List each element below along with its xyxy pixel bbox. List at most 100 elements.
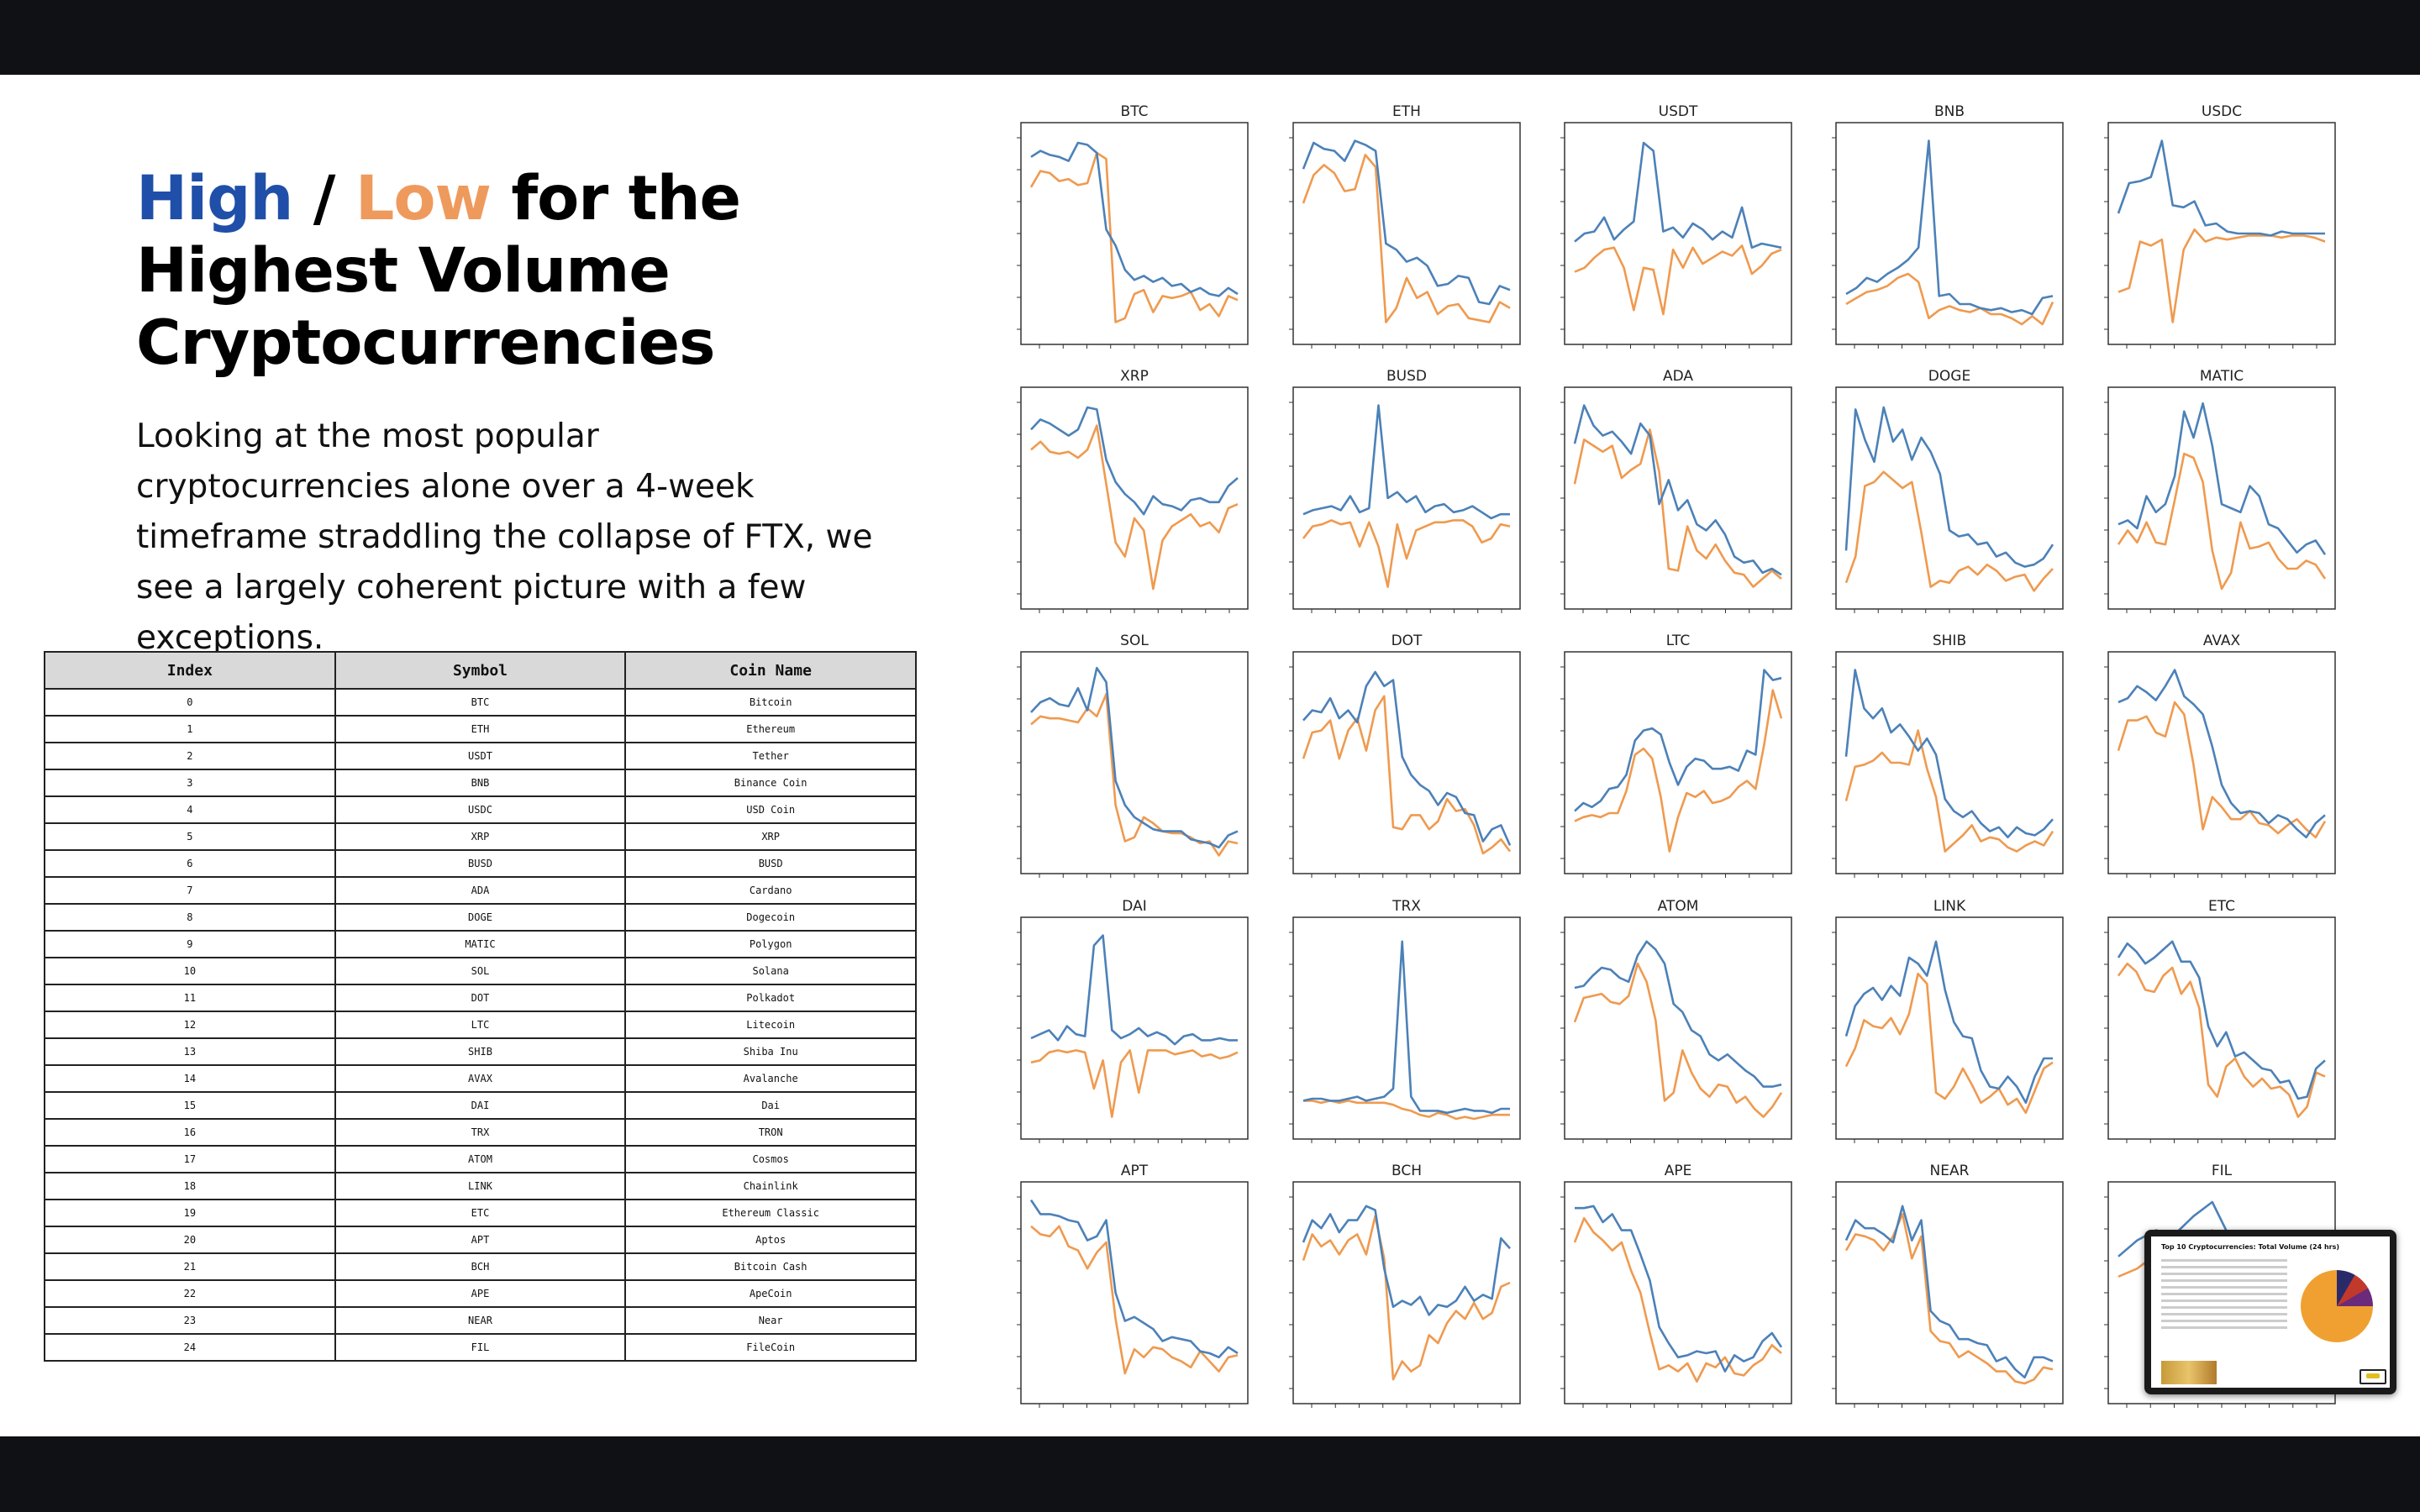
panel-frame <box>2107 651 2336 874</box>
cell-index: 8 <box>44 903 336 932</box>
chart-panel-apt: APT <box>1017 1163 1249 1408</box>
cell-index: 7 <box>44 876 336 905</box>
cell-index: 5 <box>44 822 336 851</box>
series-line-high <box>1844 406 2054 568</box>
top-bar <box>0 0 2420 75</box>
cell-index: 24 <box>44 1333 336 1362</box>
description-text: Looking at the most popular cryptocurren… <box>136 417 873 657</box>
cell-index: 22 <box>44 1279 336 1308</box>
cell-coin-name: Bitcoin <box>624 688 917 717</box>
panel-title: NEAR <box>1930 1163 1970 1179</box>
cell-coin-name: BUSD <box>624 849 917 878</box>
cell-symbol: DOT <box>334 984 627 1012</box>
table-row: 21 BCH Bitcoin Cash <box>44 1252 917 1281</box>
chart-panel-dai: DAI <box>1017 898 1249 1143</box>
panel-frame <box>1292 386 1521 610</box>
thumbnail-title: Top 10 Cryptocurrencies: Total Volume (2… <box>2161 1243 2340 1251</box>
chart-panel-usdc: USDC <box>2104 103 2336 349</box>
cell-symbol: FIL <box>334 1333 627 1362</box>
panel-title: USDT <box>1659 103 1698 120</box>
cell-index: 17 <box>44 1145 336 1173</box>
series-line-low <box>1844 470 2054 592</box>
series-line-high <box>1574 669 1782 812</box>
table-row: 11 DOT Polkadot <box>44 984 917 1012</box>
cell-coin-name: Chainlink <box>624 1172 917 1200</box>
title-high-word: High <box>136 163 293 234</box>
cell-coin-name: Tether <box>624 742 917 770</box>
series-line-low <box>1573 1216 1782 1383</box>
chart-panel-usdt: USDT <box>1560 103 1792 349</box>
cell-symbol: BUSD <box>334 849 627 878</box>
cell-coin-name: Near <box>624 1306 917 1335</box>
cell-index: 2 <box>44 742 336 770</box>
series-line-low <box>1030 424 1239 591</box>
panel-title: SOL <box>1120 633 1149 649</box>
chart-panel-doge: DOGE <box>1832 368 2064 613</box>
panel-frame <box>1020 916 1249 1140</box>
cell-coin-name: FileCoin <box>624 1333 917 1362</box>
table-row: 23 NEAR Near <box>44 1306 917 1335</box>
cell-symbol: LINK <box>334 1172 627 1200</box>
panel-title: APT <box>1121 1163 1149 1179</box>
table-row: 9 MATIC Polygon <box>44 930 917 958</box>
cell-coin-name: Avalanche <box>624 1064 917 1093</box>
series-line-low <box>1302 695 1512 855</box>
coin-table: Index Symbol Coin Name 0 BTC Bitcoin 1 ETH Et… <box>44 651 917 1362</box>
cell-index: 11 <box>44 984 336 1012</box>
thumbnail-table <box>2161 1255 2287 1356</box>
panel-title: BUSD <box>1386 368 1427 385</box>
cell-coin-name: Polkadot <box>624 984 917 1012</box>
table-body: 0 BTC Bitcoin 1 ETH Ethereum 2 USDT Tether 3 BNB Bi… <box>44 688 917 1362</box>
series-line-high <box>1573 404 1782 576</box>
cell-coin-name: USD Coin <box>624 795 917 824</box>
series-line-low <box>2117 701 2327 839</box>
cell-symbol: USDT <box>334 742 627 770</box>
cell-index: 9 <box>44 930 336 958</box>
cell-index: 0 <box>44 688 336 717</box>
series-line-low <box>1302 154 1511 323</box>
header-symbol: Symbol <box>334 651 627 690</box>
cell-coin-name: TRON <box>624 1118 917 1147</box>
cell-coin-name: Dogecoin <box>624 903 917 932</box>
cell-symbol: BNB <box>334 769 627 797</box>
table-row: 8 DOGE Dogecoin <box>44 903 917 932</box>
panel-title: DOT <box>1392 633 1423 649</box>
series-line-low <box>1844 729 2054 853</box>
chart-panel-btc: BTC <box>1017 103 1249 349</box>
panel-frame <box>1835 122 2064 345</box>
table-row: 22 APE ApeCoin <box>44 1279 917 1308</box>
cell-index: 14 <box>44 1064 336 1093</box>
header-coin-name: Coin Name <box>624 651 917 690</box>
cell-coin-name: ApeCoin <box>624 1279 917 1308</box>
panel-title: TRX <box>1392 898 1421 915</box>
cell-coin-name: Ethereum <box>624 715 917 743</box>
series-line-high <box>1574 141 1782 249</box>
cell-symbol: APE <box>334 1279 627 1308</box>
chart-panel-eth: ETH <box>1289 103 1521 349</box>
panel-title: DOGE <box>1928 368 1970 385</box>
chart-panel-avax: AVAX <box>2104 633 2336 878</box>
series-line-low <box>1303 1100 1510 1121</box>
series-line-low <box>2118 228 2326 323</box>
cell-index: 13 <box>44 1037 336 1066</box>
thumbnail-button[interactable] <box>2360 1369 2386 1384</box>
panel-frame <box>1292 1181 1521 1404</box>
cell-symbol: ETH <box>334 715 627 743</box>
cell-symbol: SHIB <box>334 1037 627 1066</box>
panel-title: USDC <box>2202 103 2242 120</box>
presenter-thumbnail: Top 10 Cryptocurrencies: Total Volume (2… <box>2144 1230 2396 1394</box>
series-line-low <box>2117 962 2326 1118</box>
table-row: 2 USDT Tether <box>44 742 917 770</box>
cell-symbol: NEAR <box>334 1306 627 1335</box>
series-line-high <box>1844 669 2054 839</box>
table-row: 5 XRP XRP <box>44 822 917 851</box>
series-line-high <box>1575 1205 1783 1373</box>
cell-index: 10 <box>44 957 336 985</box>
series-line-low <box>1030 1225 1239 1375</box>
series-line-high <box>2117 139 2325 237</box>
chart-panel-matic: MATIC <box>2104 368 2336 613</box>
chart-panel-bnb: BNB <box>1832 103 2064 349</box>
cell-coin-name: Solana <box>624 957 917 985</box>
panel-title: APE <box>1665 1163 1692 1179</box>
